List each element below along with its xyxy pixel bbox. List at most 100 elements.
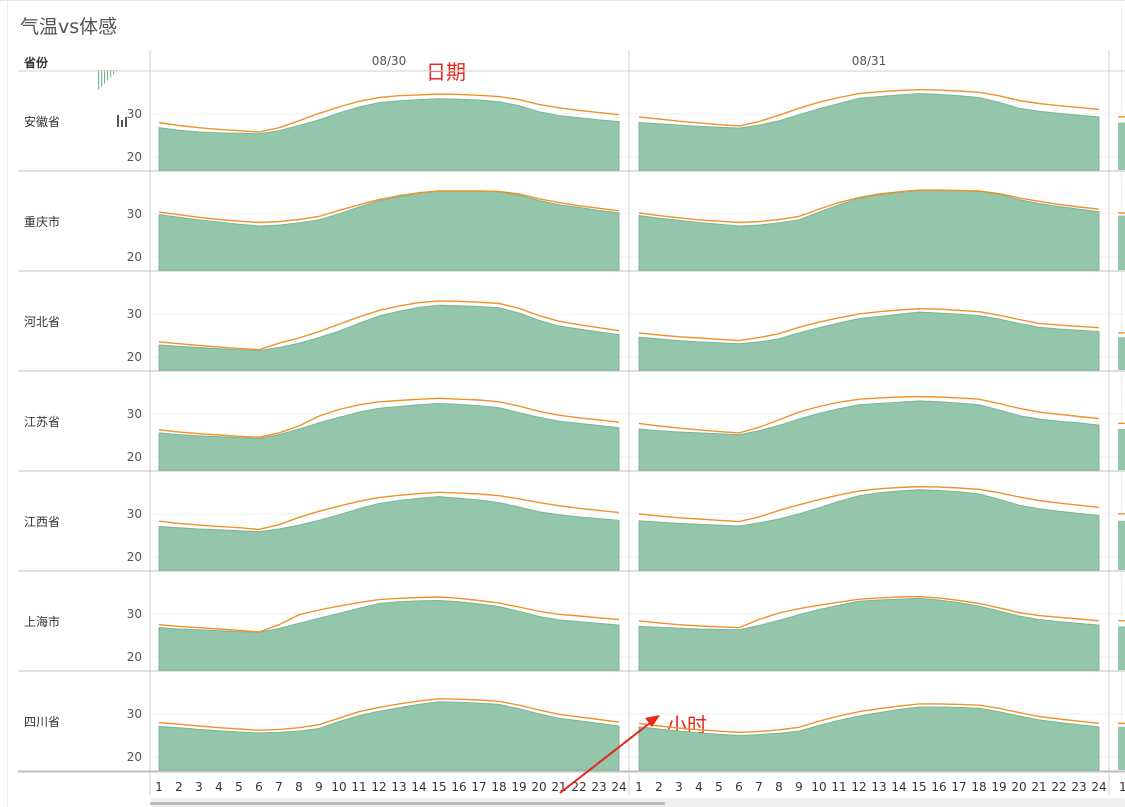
hour-tick-label: 19 — [991, 780, 1006, 794]
column-header-date-2[interactable]: 08/31 — [851, 54, 887, 68]
y-tick-label: 20 — [127, 350, 142, 364]
province-label: 江西省 — [24, 515, 60, 529]
hour-tick-label: 7 — [275, 780, 283, 794]
y-tick-label: 30 — [127, 607, 142, 621]
temperature-area-partial — [1118, 626, 1125, 670]
hour-tick-label: 5 — [235, 780, 243, 794]
feels-like-line — [638, 189, 1100, 224]
hour-tick-label: 2 — [175, 780, 183, 794]
temperature-area-partial — [1118, 726, 1125, 770]
temperature-area-partial — [1118, 428, 1125, 470]
sort-icon[interactable] — [117, 115, 129, 127]
y-tick-label: 20 — [127, 450, 142, 464]
temperature-area — [638, 597, 1100, 671]
temperature-area — [158, 98, 620, 171]
temperature-area — [158, 701, 620, 771]
feels-like-line — [158, 491, 620, 531]
temperature-area — [638, 706, 1100, 771]
hour-tick-label: 24 — [611, 780, 626, 794]
y-tick-label: 20 — [127, 750, 142, 764]
hour-tick-label: 9 — [315, 780, 323, 794]
column-header-date-1[interactable]: 08/30 — [371, 54, 407, 68]
hour-tick-label: 4 — [695, 780, 703, 794]
hour-tick-label: 21 — [551, 780, 566, 794]
hour-tick-label: 1 — [155, 780, 163, 794]
hour-tick-label: 19 — [511, 780, 526, 794]
hour-tick-label: 18 — [491, 780, 506, 794]
hour-tick-label: 20 — [531, 780, 546, 794]
hour-tick-label: 11 — [831, 780, 846, 794]
sheet-title: 气温vs体感 — [20, 16, 118, 38]
province-label: 江苏省 — [24, 415, 60, 429]
temperature-area-partial — [1118, 337, 1125, 370]
hour-tick-label: 15 — [911, 780, 926, 794]
hour-tick-label: 10 — [811, 780, 826, 794]
y-tick-label: 20 — [127, 550, 142, 564]
hour-tick-label: 3 — [675, 780, 683, 794]
feels-like-line — [638, 485, 1100, 523]
feels-like-line — [638, 595, 1100, 629]
feels-like-line — [638, 88, 1100, 127]
horizontal-scrollbar-thumb[interactable] — [150, 802, 665, 805]
hour-tick-label: 14 — [891, 780, 906, 794]
hour-tick-label: 16 — [931, 780, 946, 794]
temperature-area — [638, 190, 1100, 271]
hour-tick-label: 20 — [1011, 780, 1026, 794]
hour-tick-label: 15 — [431, 780, 446, 794]
feels-like-line — [158, 190, 620, 224]
hour-tick-label: 9 — [795, 780, 803, 794]
feels-like-line — [158, 698, 620, 732]
feels-like-line — [158, 397, 620, 438]
hour-tick-label: 24 — [1091, 780, 1106, 794]
feels-like-line — [158, 300, 620, 351]
window-left-border — [7, 0, 8, 807]
hour-tick-label: 16 — [451, 780, 466, 794]
hour-tick-label: 22 — [571, 780, 586, 794]
temperature-area-partial — [1118, 520, 1125, 570]
hour-tick-label: 10 — [331, 780, 346, 794]
temperature-area — [158, 599, 620, 671]
y-tick-label: 30 — [127, 507, 142, 521]
hour-tick-label: 22 — [1051, 780, 1066, 794]
temperature-area-partial — [1118, 122, 1125, 170]
hour-tick-label: 6 — [255, 780, 263, 794]
feels-like-line — [638, 307, 1100, 342]
temperature-area — [638, 400, 1100, 471]
temperature-area — [638, 93, 1100, 171]
hour-annotation-arrowhead — [645, 715, 660, 727]
temperature-area — [638, 311, 1100, 371]
hour-tick-label: 1 — [1119, 780, 1125, 794]
y-tick-label: 30 — [127, 307, 142, 321]
hour-tick-label: 12 — [851, 780, 866, 794]
hour-tick-label: 5 — [715, 780, 723, 794]
y-tick-label: 30 — [127, 207, 142, 221]
province-label: 四川省 — [24, 715, 60, 729]
hour-tick-label: 23 — [591, 780, 606, 794]
y-tick-label: 20 — [127, 250, 142, 264]
window-top-border — [0, 0, 1125, 1]
hour-tick-label: 17 — [471, 780, 486, 794]
temperature-area-partial — [1118, 215, 1125, 270]
hour-tick-label: 13 — [871, 780, 886, 794]
hour-tick-label: 21 — [1031, 780, 1046, 794]
feels-like-line — [638, 395, 1100, 434]
selection-hatch-marker — [98, 70, 118, 90]
province-column-header[interactable]: 省份 — [24, 56, 49, 70]
y-tick-label: 20 — [127, 150, 142, 164]
province-label: 上海市 — [24, 614, 60, 629]
province-label: 河北省 — [24, 315, 60, 329]
temperature-area — [158, 402, 620, 471]
hour-tick-label: 23 — [1071, 780, 1086, 794]
hour-tick-label: 2 — [655, 780, 663, 794]
hour-tick-label: 12 — [371, 780, 386, 794]
y-tick-label: 30 — [127, 407, 142, 421]
hour-tick-label: 1 — [635, 780, 643, 794]
hour-tick-label: 11 — [351, 780, 366, 794]
hour-tick-label: 8 — [775, 780, 783, 794]
temperature-area — [638, 489, 1100, 571]
hour-tick-label: 3 — [195, 780, 203, 794]
hour-tick-label: 6 — [735, 780, 743, 794]
y-tick-label: 30 — [127, 707, 142, 721]
y-tick-label: 30 — [127, 107, 142, 121]
